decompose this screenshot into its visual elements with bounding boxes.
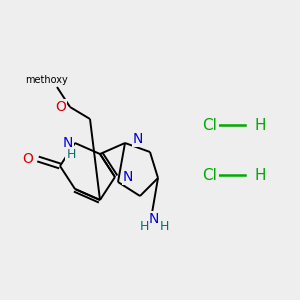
Text: H: H [139,220,149,233]
Text: methoxy: methoxy [26,75,68,85]
Text: O: O [22,152,33,166]
Text: Cl: Cl [202,167,217,182]
Text: H: H [159,220,169,233]
Text: H: H [255,118,266,133]
Text: H: H [255,167,266,182]
Text: N: N [149,212,159,226]
Text: N: N [133,132,143,146]
Text: Cl: Cl [202,118,217,133]
Text: N: N [123,170,134,184]
Text: N: N [63,136,73,150]
Text: H: H [66,148,76,161]
Text: O: O [55,100,66,114]
